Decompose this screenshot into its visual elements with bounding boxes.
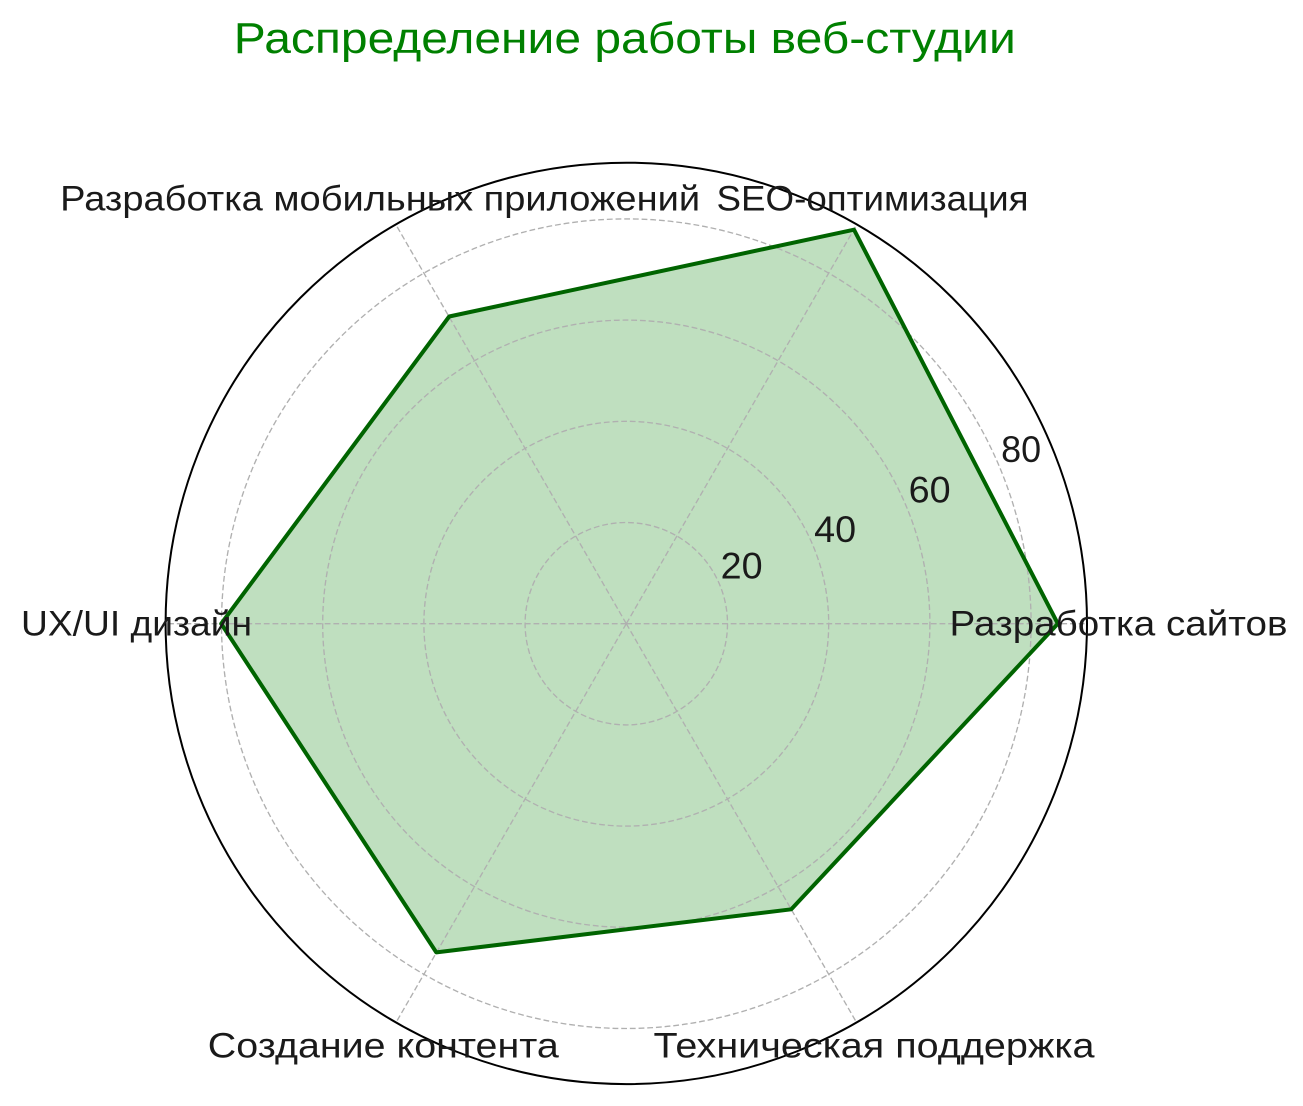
svg-text:80: 80	[1001, 429, 1041, 470]
svg-text:40: 40	[814, 509, 856, 550]
svg-text:20: 20	[721, 545, 763, 586]
svg-text:Разработка сайтов: Разработка сайтов	[950, 605, 1288, 644]
svg-text:Распределение работы веб-студи: Распределение работы веб-студии	[234, 15, 1016, 63]
svg-text:SEO-оптимизация: SEO-оптимизация	[717, 180, 1029, 219]
svg-text:UX/UI дизайн: UX/UI дизайн	[21, 605, 252, 644]
svg-text:Создание контента: Создание контента	[208, 1027, 559, 1066]
svg-text:Техническая поддержка: Техническая поддержка	[654, 1027, 1095, 1066]
svg-text:Разработка мобильных приложени: Разработка мобильных приложений	[60, 180, 700, 219]
svg-text:60: 60	[909, 470, 951, 511]
